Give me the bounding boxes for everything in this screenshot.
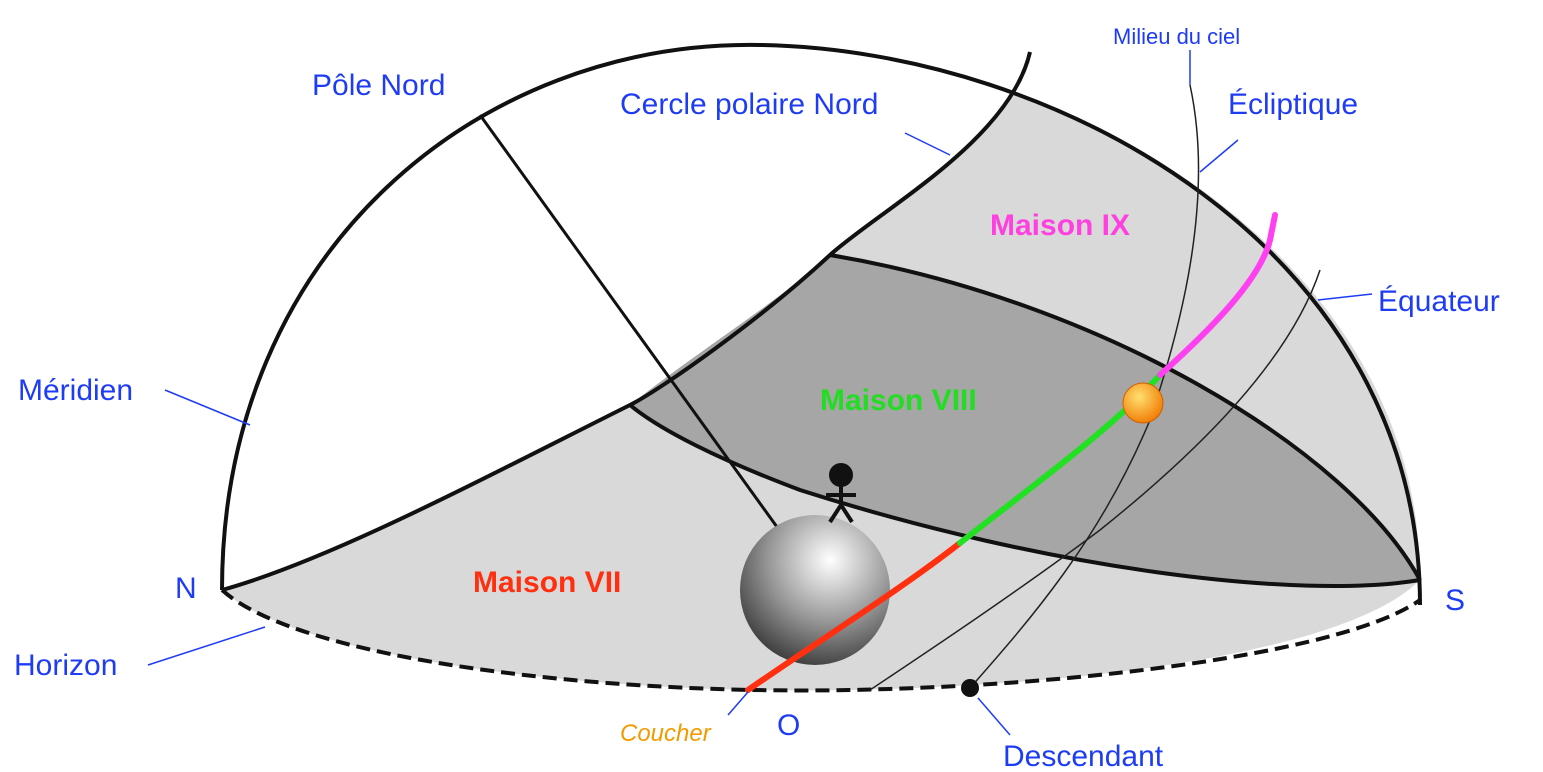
- label: O: [777, 709, 800, 742]
- polar-axis: [478, 114, 792, 546]
- label: Maison IX: [990, 209, 1130, 242]
- earth: [740, 515, 890, 665]
- house-viii-region: [630, 255, 1420, 586]
- label: Maison VII: [473, 566, 621, 599]
- label: Équateur: [1378, 285, 1500, 318]
- label: N: [175, 572, 197, 605]
- label: Horizon: [14, 649, 117, 682]
- descendant-point: [961, 679, 979, 697]
- label: S: [1445, 584, 1465, 617]
- sun: [1122, 382, 1164, 424]
- observer: [826, 463, 856, 524]
- label: Pôle Nord: [312, 69, 445, 102]
- leader-lines: [147, 50, 1373, 736]
- label: Coucher: [620, 720, 712, 747]
- label: Maison VIII: [820, 384, 977, 417]
- boundaries: [220, 42, 1422, 693]
- label: Descendant: [1003, 740, 1164, 772]
- ecliptic-ix: [1157, 212, 1278, 378]
- label: Méridien: [18, 374, 133, 407]
- label: Écliptique: [1228, 88, 1358, 121]
- ecliptic-vii: [745, 540, 963, 693]
- label: Milieu du ciel: [1113, 24, 1240, 49]
- label: Cercle polaire Nord: [620, 88, 878, 121]
